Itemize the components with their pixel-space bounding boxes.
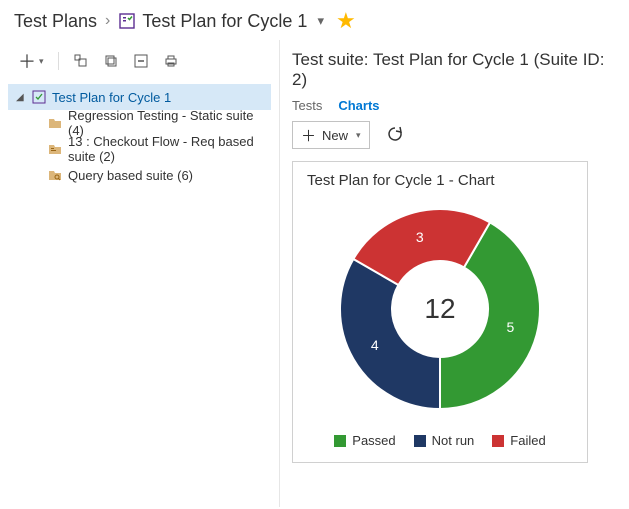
new-suite-button[interactable]: ＋▾: [18, 48, 44, 74]
test-plan-icon: [118, 12, 136, 30]
legend-item: Failed: [492, 433, 545, 448]
legend-item: Passed: [334, 433, 395, 448]
legend-swatch: [414, 435, 426, 447]
query-suite-icon: [48, 168, 62, 182]
print-icon[interactable]: [163, 53, 179, 69]
legend-swatch: [334, 435, 346, 447]
folder-icon: [48, 116, 62, 130]
donut-slice[interactable]: [340, 259, 440, 409]
slice-value-label: 5: [506, 319, 514, 335]
legend-label: Not run: [432, 433, 475, 448]
breadcrumb-root[interactable]: Test Plans: [14, 11, 97, 32]
tree-item-label: 13 : Checkout Flow - Req based suite (2): [68, 134, 267, 164]
collapse-icon[interactable]: [133, 53, 149, 69]
suite-tree: ◢ Test Plan for Cycle 1 Regression Testi…: [0, 84, 279, 188]
slice-value-label: 3: [416, 229, 424, 245]
chart-legend: Passed Not run Failed: [307, 433, 573, 448]
copy-icon[interactable]: [103, 53, 119, 69]
req-suite-icon: [48, 142, 62, 156]
chevron-right-icon: ›: [105, 12, 110, 30]
tree-row[interactable]: Regression Testing - Static suite (4): [8, 110, 271, 136]
tree-root-row[interactable]: ◢ Test Plan for Cycle 1: [8, 84, 271, 110]
tabs: Tests Charts: [292, 96, 619, 115]
tree-row[interactable]: 13 : Checkout Flow - Req based suite (2): [8, 136, 271, 162]
charts-toolbar: ＋ New ▾: [292, 121, 619, 149]
chevron-down-icon: ▾: [356, 130, 361, 141]
legend-label: Failed: [510, 433, 545, 448]
chart-center-total: 12: [424, 293, 455, 325]
test-plan-icon: [32, 90, 46, 104]
left-panel: ＋▾ ◢ Test Plan for Cycle 1: [0, 40, 280, 507]
caret-down-icon[interactable]: ◢: [16, 92, 26, 103]
chart-card: Test Plan for Cycle 1 - Chart 12 5 4 3 Pas…: [292, 161, 588, 463]
tree-item-label: Query based suite (6): [68, 168, 193, 183]
suite-title: Test suite: Test Plan for Cycle 1 (Suite…: [292, 50, 619, 90]
tab-charts[interactable]: Charts: [338, 96, 379, 115]
toolbar-divider: [58, 52, 59, 70]
legend-item: Not run: [414, 433, 475, 448]
plus-icon: ＋: [301, 125, 316, 146]
new-button-label: New: [322, 128, 348, 143]
legend-swatch: [492, 435, 504, 447]
breadcrumb: Test Plans › Test Plan for Cycle 1 ▾ ★: [0, 0, 629, 40]
tree-expand-icon[interactable]: [73, 53, 89, 69]
breadcrumb-plan-name[interactable]: Test Plan for Cycle 1: [142, 11, 307, 32]
tree-root-label: Test Plan for Cycle 1: [52, 90, 171, 105]
tree-toolbar: ＋▾: [0, 44, 279, 84]
chart-title: Test Plan for Cycle 1 - Chart: [307, 172, 573, 189]
favorite-star-icon[interactable]: ★: [336, 8, 356, 34]
donut-chart: 12 5 4 3: [330, 199, 550, 419]
legend-label: Passed: [352, 433, 395, 448]
chevron-down-icon[interactable]: ▾: [317, 13, 324, 29]
new-chart-button[interactable]: ＋ New ▾: [292, 121, 370, 149]
right-panel: Test suite: Test Plan for Cycle 1 (Suite…: [280, 40, 629, 507]
tab-tests[interactable]: Tests: [292, 96, 322, 115]
refresh-icon[interactable]: [386, 125, 404, 146]
tree-row[interactable]: Query based suite (6): [8, 162, 271, 188]
slice-value-label: 4: [371, 337, 379, 353]
